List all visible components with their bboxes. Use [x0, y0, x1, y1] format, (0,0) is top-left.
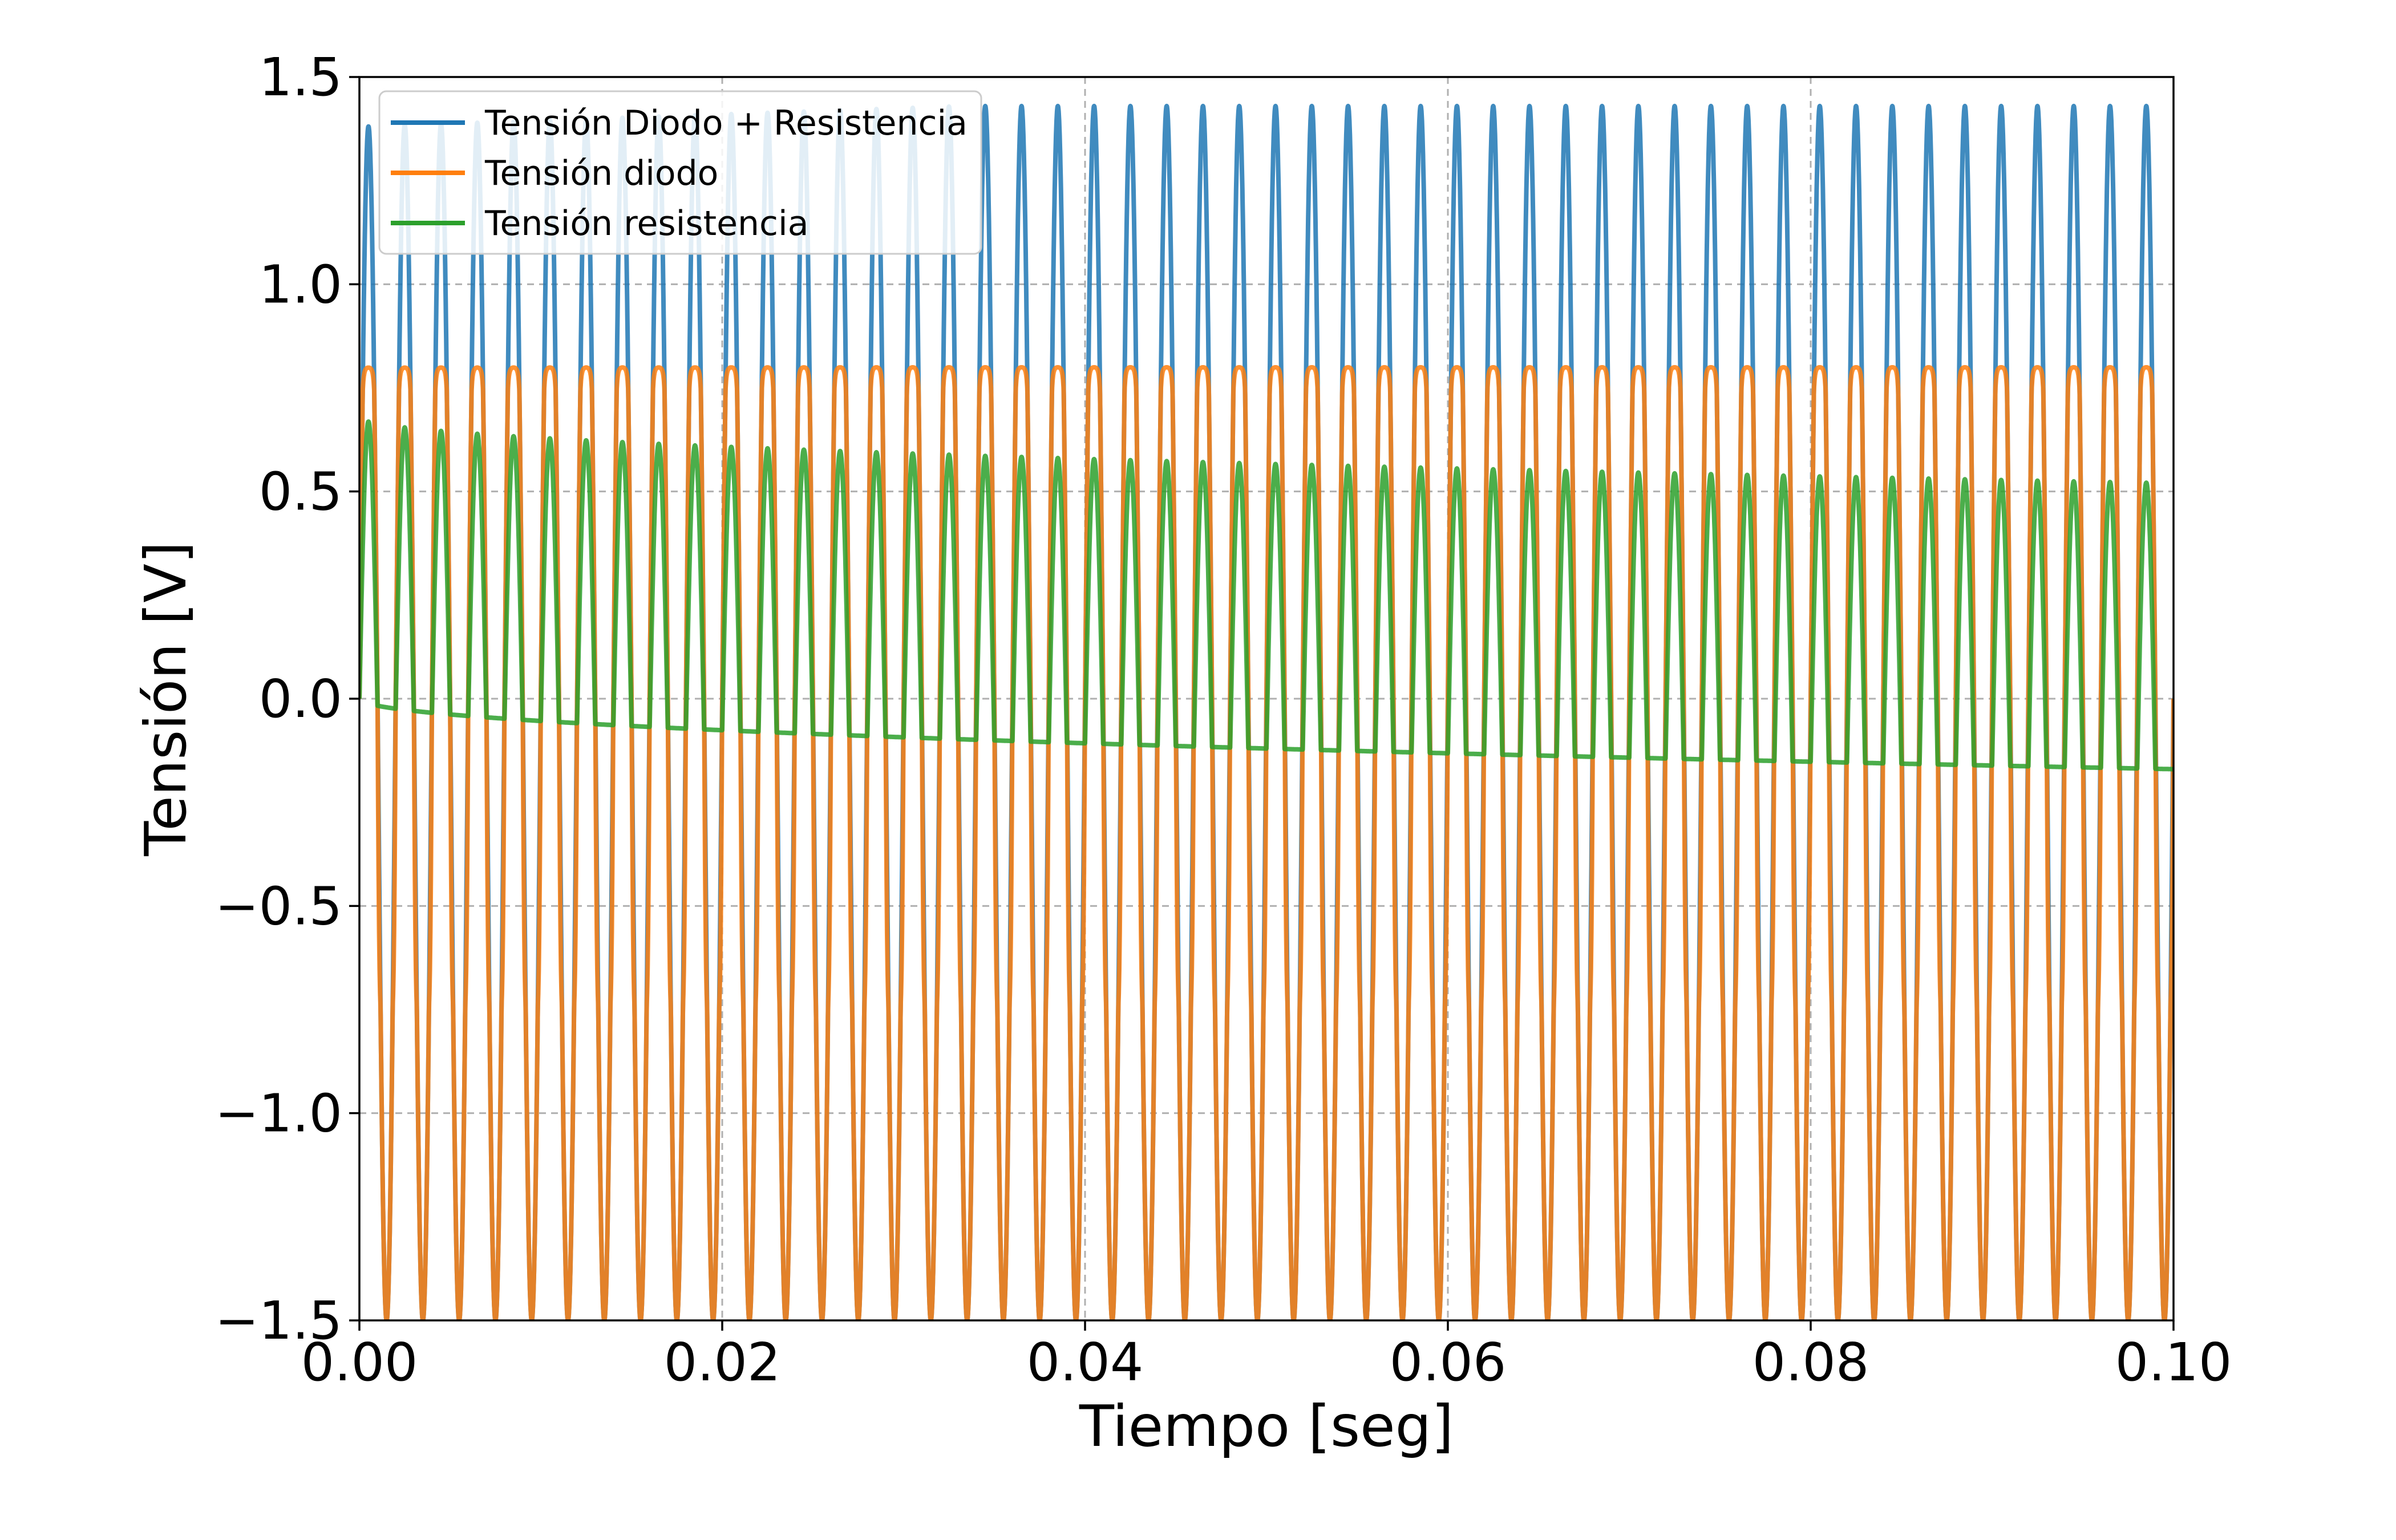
y-tick-label: −1.0: [215, 1083, 342, 1144]
x-tick-label: 0.08: [1753, 1332, 1869, 1393]
legend-entry: Tensión resistencia: [484, 204, 808, 244]
y-axis-label: Tensión [V]: [132, 541, 199, 857]
y-tick-label: −1.5: [215, 1290, 342, 1351]
y-tick-label: −0.5: [215, 876, 342, 937]
x-axis: 0.00 0.02 0.04 0.06 0.08 0.10: [301, 1320, 2232, 1393]
legend-box: [378, 90, 982, 255]
y-tick-label: 0.0: [259, 668, 342, 730]
x-tick-label: 0.00: [301, 1332, 418, 1393]
series-line-tension-resistencia: [359, 419, 2174, 772]
y-tick-label: 1.0: [259, 254, 342, 315]
x-tick-label: 0.10: [2115, 1332, 2232, 1393]
legend: Tensión Diodo + Resistencia Tensión diodo…: [378, 90, 982, 255]
y-axis: −1.5 −1.0 −0.5 0.0 0.5 1.0 1.5: [215, 47, 359, 1351]
x-axis-label: Tiempo [seg]: [1079, 1393, 1454, 1460]
y-tick-label: 1.5: [259, 47, 342, 108]
x-tick-label: 0.02: [664, 1332, 781, 1393]
y-tick-label: 0.5: [259, 461, 342, 522]
x-tick-label: 0.06: [1390, 1332, 1507, 1393]
legend-entry: Tensión Diodo + Resistencia: [484, 103, 968, 143]
legend-entry: Tensión diodo: [484, 153, 718, 193]
x-tick-label: 0.04: [1027, 1332, 1144, 1393]
